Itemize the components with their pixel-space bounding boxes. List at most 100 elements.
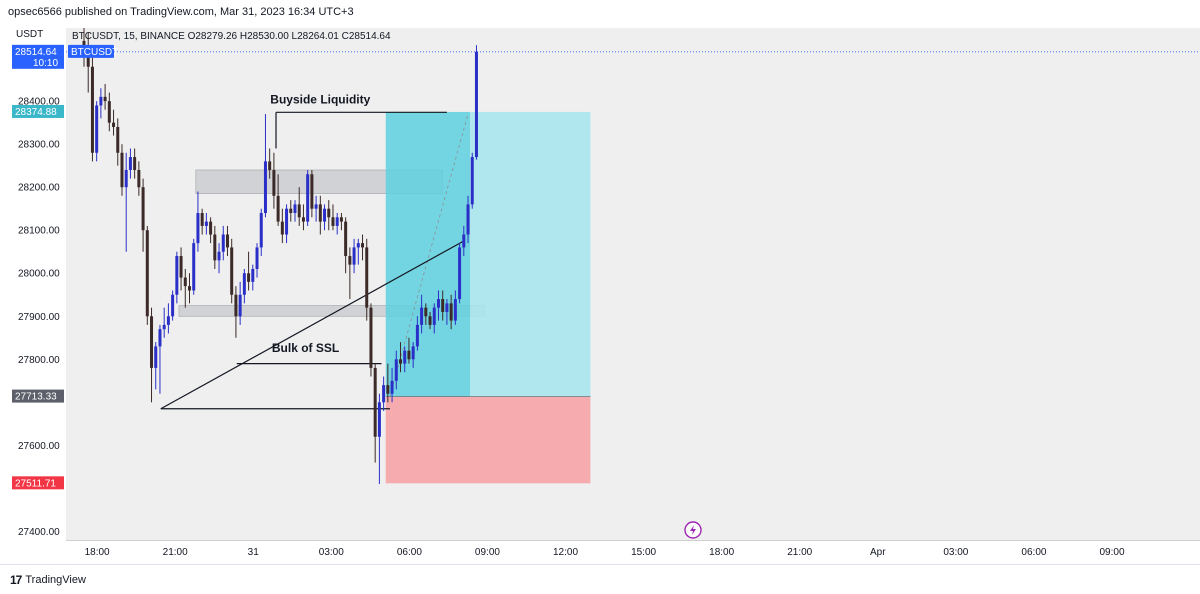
y-tick-label: 27800.00 [18,355,60,366]
candle-body [386,385,390,394]
ohlc-legend: BTCUSDT, 15, BINANCE O28279.26 H28530.00… [72,31,391,42]
candle-body [263,161,267,214]
candle-body [323,208,327,222]
candle-body [301,217,305,222]
candle-body [276,195,280,222]
tradingview-brand-text: TradingView [25,574,86,586]
bulk-of-ssl-label: Bulk of SSL [272,341,339,355]
candle-body [424,307,428,317]
candle-body [373,367,377,437]
x-tick-label: 31 [248,547,260,558]
price-tag-label-stop: 27511.71 [15,478,56,489]
x-tick-label: 06:00 [1021,547,1046,558]
candle-body [348,256,352,265]
candle-body [411,346,415,360]
candle-body [99,96,103,106]
y-tick-label: 28100.00 [18,226,60,237]
candle-body [247,273,251,282]
candle-body [221,234,225,252]
candle-body [183,277,187,287]
candle-body [171,294,175,317]
y-tick-label: 28200.00 [18,183,60,194]
candle-body [293,204,297,214]
x-tick-label: Apr [870,547,886,558]
attribution-text: opsec6566 published on TradingView.com, … [8,6,354,18]
candle-body [124,169,128,188]
candle-body [200,213,204,226]
currency-label: USDT [16,29,43,40]
symbol-tag-label: BTCUSDT [71,47,118,58]
candle-body [179,256,183,278]
candle-body [390,380,394,394]
candle-body [192,243,196,291]
candle-body [415,324,419,347]
candle-body [213,234,217,261]
candle-body [209,221,213,235]
price-tag-entry [12,389,64,403]
candle-body [436,299,440,308]
candle-body [449,303,453,321]
candle-body [95,105,99,153]
candle-body [441,299,445,312]
x-tick-label: 15:00 [631,547,656,558]
candlestick-chart[interactable]: Buyside Liquidity Bulk of SSL 27400.00 2760… [0,0,1200,564]
candle-body [230,247,234,295]
candle-body [352,247,356,265]
x-tick-label: 12:00 [553,547,578,558]
candle-body [318,204,322,222]
candle-body [251,268,255,282]
candle-body [280,221,284,235]
candle-body [175,256,179,295]
tradingview-logo[interactable]: 17 TradingView [10,573,86,587]
candle-body [462,234,466,248]
candle-body [204,221,208,226]
candle-body [289,208,293,214]
candle-body [344,221,348,257]
candle-body [255,247,259,269]
candle-body [158,329,162,347]
position-target-zone [385,111,471,397]
candle-body [242,273,246,295]
symbol-tag [68,44,114,58]
y-tick-label: 27900.00 [18,312,60,323]
candle-body [154,346,158,368]
tradingview-logo-icon: 17 [10,573,22,587]
event-bolt-glyph [690,525,696,535]
candle-body [432,307,436,325]
candle-body [474,51,478,158]
candle-body [339,217,343,222]
candle-body [259,213,263,248]
x-tick-label: 09:00 [475,547,500,558]
x-tick-label: 09:00 [1099,547,1124,558]
candle-body [314,204,318,209]
candle-body [268,161,272,170]
x-tick-label: 21:00 [787,547,812,558]
chart-pane[interactable] [66,28,1200,540]
candle-body [272,169,276,196]
candle-body [470,157,474,205]
candle-body [188,286,191,291]
candle-body [369,307,373,368]
position-target-projection [470,111,591,397]
candle-body [137,169,141,188]
candle-body [382,385,386,403]
price-tag-countdown: 10:10 [33,58,58,69]
position-dashed-path [389,113,469,397]
y-tick-label: 28400.00 [18,97,60,108]
candle-body [196,213,200,244]
time-axis[interactable] [66,540,1200,565]
y-tick-label: 28300.00 [18,140,60,151]
candle-body [445,303,449,312]
buyside-liquidity-label: Buyside Liquidity [270,93,370,107]
candle-body [103,96,107,102]
x-tick-label: 18:00 [709,547,734,558]
candle-body [285,208,289,235]
price-tag-label-entry: 27713.33 [15,392,57,403]
candle-body [365,247,369,308]
y-tick-label: 28000.00 [18,269,60,280]
candle-body [162,324,166,330]
position-stop-zone [385,396,591,484]
candle-body [453,299,457,321]
candle-body [112,122,116,127]
candle-body [407,350,411,360]
